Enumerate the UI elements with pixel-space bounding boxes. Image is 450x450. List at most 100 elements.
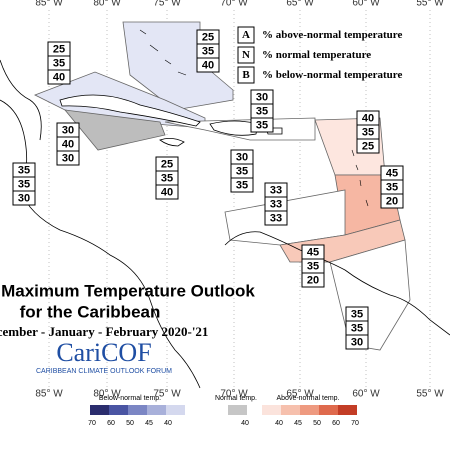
colorbar-label: Below-normal temp. xyxy=(99,395,161,402)
probability-boxes: 25 35 40 25 35 40 30 40 30 35 35 30 30 35 35 25 35 40 30 35… xyxy=(12,29,404,350)
probability: 20 xyxy=(386,195,398,207)
probability: 25 xyxy=(53,43,65,55)
value-box xyxy=(301,272,325,288)
value-box xyxy=(250,117,274,133)
probability: 40 xyxy=(53,71,65,83)
probability: 35 xyxy=(18,178,30,190)
probability: 40 xyxy=(202,59,214,71)
longitude-labels-bottom: 85° W 80° W 75° W 70° W 65° W 60° W 55° W xyxy=(35,389,444,400)
color-swatch xyxy=(338,405,357,415)
color-bar: Below-normal temp. 70 60 50 45 40 Normal temp.… xyxy=(88,395,359,427)
probability: 35 xyxy=(351,322,363,334)
value-box xyxy=(380,193,404,209)
colorbar-tick: 60 xyxy=(332,420,340,427)
color-swatch xyxy=(228,405,247,415)
value-box xyxy=(12,190,36,206)
key: A % above-normal temperature N % normal tem… xyxy=(237,26,402,84)
color-swatch xyxy=(147,405,166,415)
longitude-label: 60° W xyxy=(352,389,380,400)
subtitle: for the Caribbean xyxy=(20,302,161,321)
value-box xyxy=(155,184,179,200)
color-swatch xyxy=(319,405,338,415)
probability: 30 xyxy=(62,152,74,164)
colorbar-tick: 60 xyxy=(107,420,115,427)
value-box xyxy=(196,57,220,73)
value-box xyxy=(47,69,71,85)
key-text: % above-normal temperature xyxy=(262,29,402,41)
probability: 35 xyxy=(307,260,319,272)
probability: 40 xyxy=(362,112,374,124)
longitude-labels-top: 85° W 80° W 75° W 70° W 65° W 60° W 55° W xyxy=(35,0,444,9)
probability: 30 xyxy=(351,336,363,348)
probability: 40 xyxy=(62,138,74,150)
probability: 35 xyxy=(362,126,374,138)
key-box xyxy=(237,26,255,44)
longitude-label: 55° W xyxy=(416,0,444,9)
longitude-label: 75° W xyxy=(153,0,181,9)
key-box xyxy=(237,66,255,84)
probability: 33 xyxy=(270,184,282,196)
probability: 35 xyxy=(386,181,398,193)
colorbar-tick: 50 xyxy=(313,420,321,427)
probability: 40 xyxy=(161,186,173,198)
probability: 33 xyxy=(270,212,282,224)
colorbar-tick: 45 xyxy=(145,420,153,427)
colorbar-tick: 70 xyxy=(88,420,96,427)
probability: 25 xyxy=(202,31,214,43)
period: December - January - February 2020-'21 xyxy=(0,324,208,339)
key-letter: N xyxy=(242,49,250,61)
color-swatch xyxy=(90,405,109,415)
longitude-label: 60° W xyxy=(352,0,380,9)
longitude-label: 65° W xyxy=(286,0,314,9)
key-box xyxy=(237,46,255,64)
colorbar-tick: 70 xyxy=(351,420,359,427)
probability: 30 xyxy=(62,124,74,136)
probability: 45 xyxy=(307,246,319,258)
probability: 30 xyxy=(18,192,30,204)
logo-tagline: CARIBBEAN CLIMATE OUTLOOK FORUM xyxy=(36,368,172,375)
probability: 25 xyxy=(362,140,374,152)
colorbar-tick: 40 xyxy=(275,420,283,427)
probability: 35 xyxy=(18,164,30,176)
probability: 35 xyxy=(53,57,65,69)
longitude-label: 75° W xyxy=(153,389,181,400)
probability: 30 xyxy=(236,151,248,163)
colorbar-tick: 50 xyxy=(126,420,134,427)
color-swatch xyxy=(166,405,185,415)
longitude-label: 85° W xyxy=(35,0,63,9)
probability: 35 xyxy=(256,105,268,117)
longitude-label: 80° W xyxy=(93,0,121,9)
title: Maximum Temperature Outlook xyxy=(1,281,255,300)
color-swatch xyxy=(300,405,319,415)
color-swatch xyxy=(281,405,300,415)
probability: 35 xyxy=(256,119,268,131)
value-box xyxy=(264,210,288,226)
value-box xyxy=(356,138,380,154)
key-text: % below-normal temperature xyxy=(262,69,402,81)
probability: 35 xyxy=(236,165,248,177)
longitude-label: 65° W xyxy=(286,389,314,400)
key-text: % normal temperature xyxy=(262,49,371,61)
longitude-label: 70° W xyxy=(220,389,248,400)
coastlines xyxy=(0,29,450,389)
probability: 20 xyxy=(307,274,319,286)
colorbar-tick: 40 xyxy=(241,420,249,427)
value-box xyxy=(56,150,80,166)
probability: 35 xyxy=(351,308,363,320)
key-letter: B xyxy=(242,69,250,81)
probability: 30 xyxy=(256,91,268,103)
longitude-label: 55° W xyxy=(416,389,444,400)
probability: 35 xyxy=(202,45,214,57)
probability: 45 xyxy=(386,167,398,179)
colorbar-label: Above-normal temp. xyxy=(276,395,339,402)
colorbar-tick: 40 xyxy=(164,420,172,427)
probability: 35 xyxy=(161,172,173,184)
colorbar-label: Normal temp. xyxy=(215,395,257,402)
probability: 35 xyxy=(236,179,248,191)
value-box xyxy=(345,334,369,350)
color-swatch xyxy=(128,405,147,415)
logo-name: CariCOF xyxy=(56,338,151,367)
longitude-label: 85° W xyxy=(35,389,63,400)
color-swatch xyxy=(109,405,128,415)
